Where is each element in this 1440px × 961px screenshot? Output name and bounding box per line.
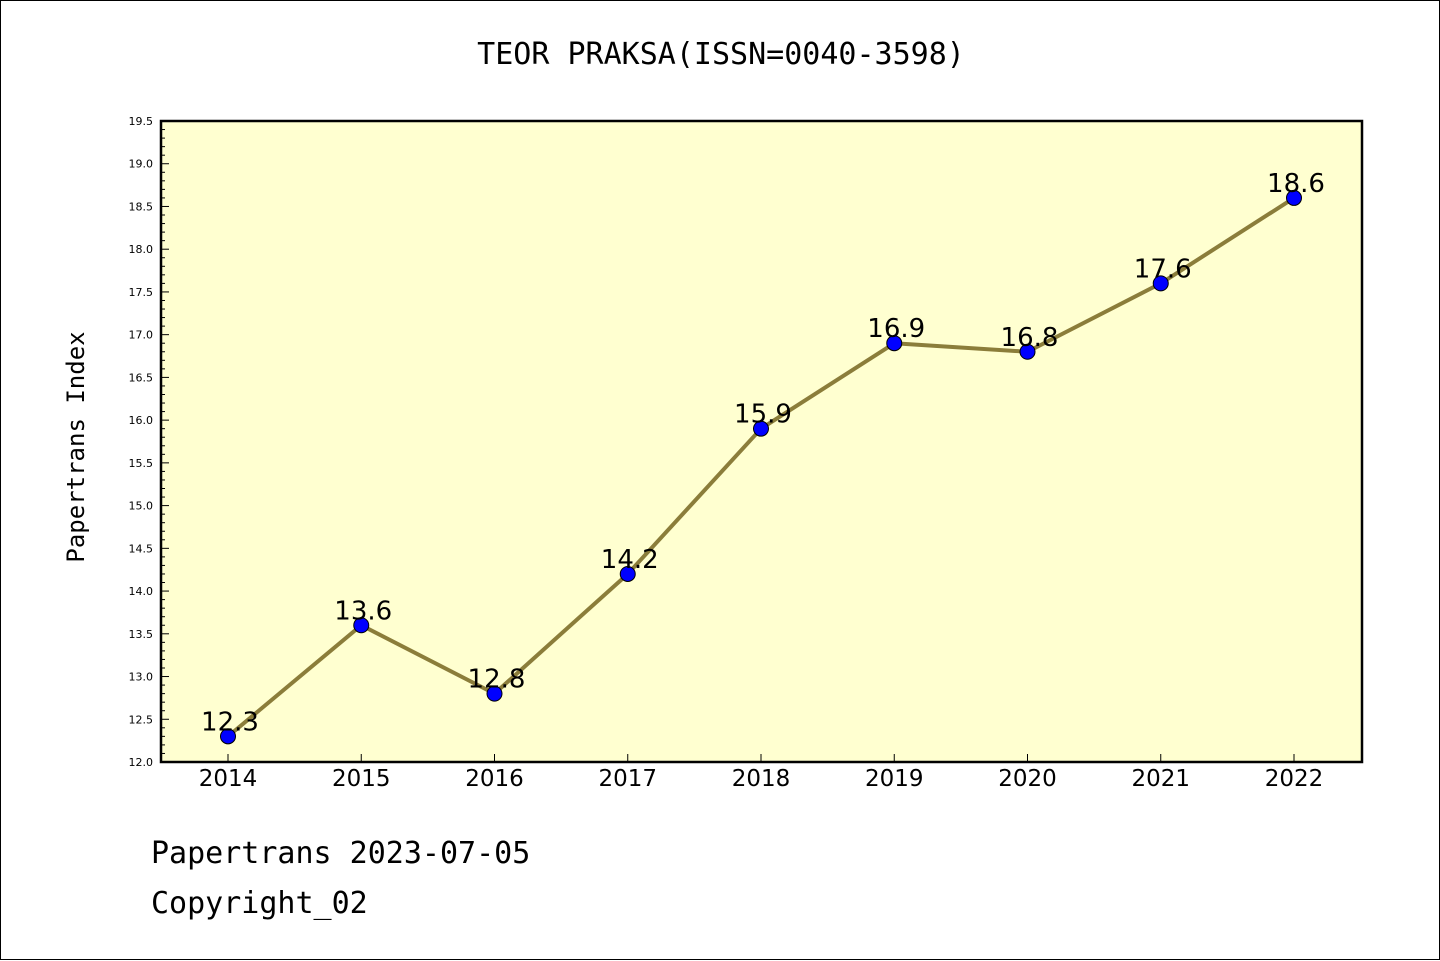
x-tick-label: 2014 [199, 766, 258, 792]
x-axis-ticks: 2014 2015 2016 2017 2018 2019 2020 2021 2022 [199, 754, 1324, 792]
data-label: 15.9 [734, 400, 792, 430]
data-point [353, 617, 370, 634]
series-markers [220, 189, 1302, 745]
data-label: 16.9 [867, 314, 925, 344]
y-tick-label: 17.5 [129, 286, 154, 299]
y-tick-label: 12.5 [129, 713, 154, 726]
x-tick-label: 2016 [465, 766, 524, 792]
y-tick-label: 19.0 [129, 158, 154, 171]
data-point [1286, 189, 1302, 206]
y-tick-label: 18.0 [129, 243, 154, 256]
y-tick-label: 13.0 [129, 671, 154, 684]
data-point [619, 565, 636, 582]
y-axis-ticks: 12.0 12.5 13.0 13.5 14.0 14.5 15.0 15.5 16.0 16.5… [129, 115, 169, 769]
data-label: 17.6 [1134, 254, 1192, 284]
x-tick-label: 2017 [598, 766, 657, 792]
plot-area [161, 121, 1362, 762]
chart-title: TEOR PRAKSA(ISSN=0040-3598) [477, 37, 965, 72]
x-tick-label: 2021 [1131, 766, 1190, 792]
data-point [886, 335, 903, 352]
footer-copyright: Copyright_02 [151, 886, 368, 921]
data-labels: 12.3 13.6 12.8 14.2 15.9 16.9 16.8 17.6 18.6 [201, 169, 1325, 737]
data-point [486, 685, 503, 702]
y-tick-label: 17.0 [129, 329, 154, 342]
data-label: 12.3 [201, 707, 259, 737]
data-point [220, 728, 236, 745]
y-tick-label: 13.5 [129, 628, 154, 641]
x-tick-label: 2020 [998, 766, 1057, 792]
data-label: 14.2 [601, 545, 659, 575]
data-label: 13.6 [334, 596, 392, 626]
data-label: 18.6 [1267, 169, 1325, 199]
x-tick-label: 2018 [732, 766, 791, 792]
data-label: 16.8 [1001, 323, 1059, 353]
plot-border [159, 119, 1364, 764]
y-tick-label: 14.0 [129, 585, 154, 598]
y-tick-label: 15.0 [129, 500, 154, 513]
x-tick-label: 2022 [1265, 766, 1324, 792]
footer-date: Papertrans 2023-07-05 [151, 836, 531, 871]
y-tick-label: 15.5 [129, 457, 154, 470]
x-tick-label: 2019 [865, 766, 924, 792]
data-label: 12.8 [468, 665, 526, 695]
y-tick-label: 14.5 [129, 542, 154, 555]
y-tick-label: 16.0 [129, 414, 154, 427]
x-tick-label: 2015 [332, 766, 391, 792]
y-tick-label: 12.0 [129, 756, 154, 769]
y-tick-label: 18.5 [129, 200, 154, 213]
data-point [1152, 275, 1169, 292]
y-tick-label: 16.5 [129, 371, 154, 384]
data-point [753, 420, 769, 437]
data-point [1019, 343, 1036, 360]
y-tick-label: 19.5 [129, 115, 154, 128]
